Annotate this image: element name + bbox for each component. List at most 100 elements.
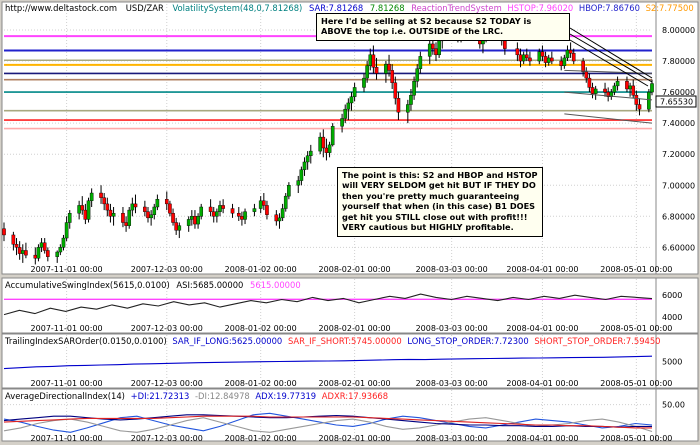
candle-body xyxy=(546,57,551,63)
date-tick-label: 2008-04-01 00:00 xyxy=(506,265,578,274)
candle-body xyxy=(280,208,285,219)
annotation-arrow-2 xyxy=(569,33,653,83)
svg-text:AverageDirectionalIndex(14): AverageDirectionalIndex(14) +DI:21.72313… xyxy=(5,391,388,401)
sar-label: SAR:7.81268 xyxy=(309,3,363,13)
adx-plot-area xyxy=(1,388,657,442)
candle-body xyxy=(528,57,532,62)
current-price-label: 7.65530 xyxy=(660,98,693,107)
tsar-tick-label: 5000 xyxy=(662,358,682,367)
candle-body xyxy=(168,203,172,214)
annotation-arrow-1 xyxy=(569,27,653,79)
rts-label: ReactionTrendSystem xyxy=(411,3,502,13)
candle-body xyxy=(55,251,60,257)
candle-body xyxy=(427,43,432,57)
date-tick-label: 2008-02-01 00:00 xyxy=(319,434,391,443)
candle-body xyxy=(193,216,197,225)
candle-body xyxy=(152,206,157,215)
candle-body xyxy=(650,83,654,93)
adx-series-line xyxy=(3,417,653,433)
candle-body xyxy=(615,81,620,87)
candle-body xyxy=(305,155,310,163)
candle-body xyxy=(308,150,313,156)
tsar-series-line xyxy=(3,355,653,370)
candle-body xyxy=(196,216,200,225)
candle-body xyxy=(208,206,213,212)
candle-body xyxy=(431,43,435,49)
candle-body xyxy=(374,67,379,74)
sar-value: 7.81268 xyxy=(370,3,405,13)
date-tick-label: 2008-05-01 00:00 xyxy=(600,324,672,333)
candle-body xyxy=(352,87,357,97)
date-tick-label: 2008-02-01 00:00 xyxy=(319,324,391,333)
date-tick-label: 2008-03-03 00:00 xyxy=(416,434,488,443)
candle-body xyxy=(349,96,354,104)
date-tick-label: 2007-11-01 00:00 xyxy=(31,324,103,333)
volatility-label: VolatilitySystem(48,0,7.81268) xyxy=(172,3,302,13)
date-tick-label: 2008-04-01 00:00 xyxy=(506,379,578,388)
candle-body xyxy=(86,200,91,220)
date-tick-label: 2008-01-02 00:00 xyxy=(225,379,297,388)
indicator-lines xyxy=(3,293,653,433)
candle-body xyxy=(503,40,507,49)
date-tick-label: 2008-05-01 00:00 xyxy=(600,434,672,443)
candle-body xyxy=(171,213,175,223)
candle-body xyxy=(327,144,332,153)
price-tick-label: 6.60000 xyxy=(662,243,695,252)
date-tick-label: 2007-12-03 00:00 xyxy=(131,379,203,388)
candle-body xyxy=(11,234,16,245)
candle-body xyxy=(587,77,592,88)
candle-body xyxy=(199,206,204,217)
candle-body xyxy=(565,49,570,59)
candle-body xyxy=(330,126,335,146)
candle-body xyxy=(111,213,116,217)
candle-body xyxy=(230,208,235,214)
adx-tick-label: 50.00 xyxy=(662,401,685,410)
asi-tick-label: 4000 xyxy=(662,313,682,322)
candle-body xyxy=(61,237,66,248)
candle-body xyxy=(143,206,147,212)
s2-label: S2:7.77500 xyxy=(646,3,694,13)
candle-body xyxy=(647,91,651,110)
candle-body xyxy=(559,60,564,66)
candle-body xyxy=(568,49,573,54)
candle-body xyxy=(174,222,178,231)
candle-body xyxy=(584,71,589,79)
candle-body xyxy=(343,108,348,119)
date-tick-label: 2008-05-01 00:00 xyxy=(600,379,672,388)
candle-body xyxy=(243,211,247,220)
candle-body xyxy=(393,82,398,99)
candle-body xyxy=(265,205,269,215)
adx-series-line xyxy=(3,412,653,433)
candle-body xyxy=(612,85,617,93)
candle-body xyxy=(190,216,194,220)
adx-series-line xyxy=(3,415,652,429)
candle-body xyxy=(211,211,216,217)
date-tick-label: 2008-01-02 00:00 xyxy=(225,324,297,333)
candle-body xyxy=(581,60,585,73)
candle-body xyxy=(17,247,22,254)
candle-body xyxy=(590,87,595,94)
price-plot-area xyxy=(1,1,657,275)
candle-body xyxy=(177,225,182,231)
candle-body xyxy=(262,200,266,206)
candle-body xyxy=(415,68,420,82)
candle-body xyxy=(324,147,329,153)
adxr-value: ADXR:17.93668 xyxy=(322,391,388,401)
price-tick-label: 6.80000 xyxy=(662,212,695,221)
date-tick-label: 2008-02-01 00:00 xyxy=(319,379,391,388)
candle-body xyxy=(64,222,69,239)
candle-body xyxy=(108,209,113,217)
candle-body xyxy=(221,205,225,209)
symbol-label: USD/ZAR xyxy=(126,3,164,13)
svg-text:TrailingIndexSAROrder(0.0150,0: TrailingIndexSAROrder(0.0150,0.0100) SAR… xyxy=(4,336,661,346)
tsar-title: TrailingIndexSAROrder(0.0150,0.0100) xyxy=(4,336,167,346)
candle-body xyxy=(543,56,548,63)
candle-body xyxy=(77,205,81,214)
asi-value: ASI:5685.00000 xyxy=(176,280,243,290)
candlesticks xyxy=(2,16,654,265)
adx-value: ADX:19.77319 xyxy=(255,391,316,401)
sar-if-long: SAR_IF_LONG:5625.00000 xyxy=(172,336,282,346)
current-price-box xyxy=(655,95,697,108)
candle-body xyxy=(186,219,191,226)
candle-body xyxy=(2,228,6,236)
